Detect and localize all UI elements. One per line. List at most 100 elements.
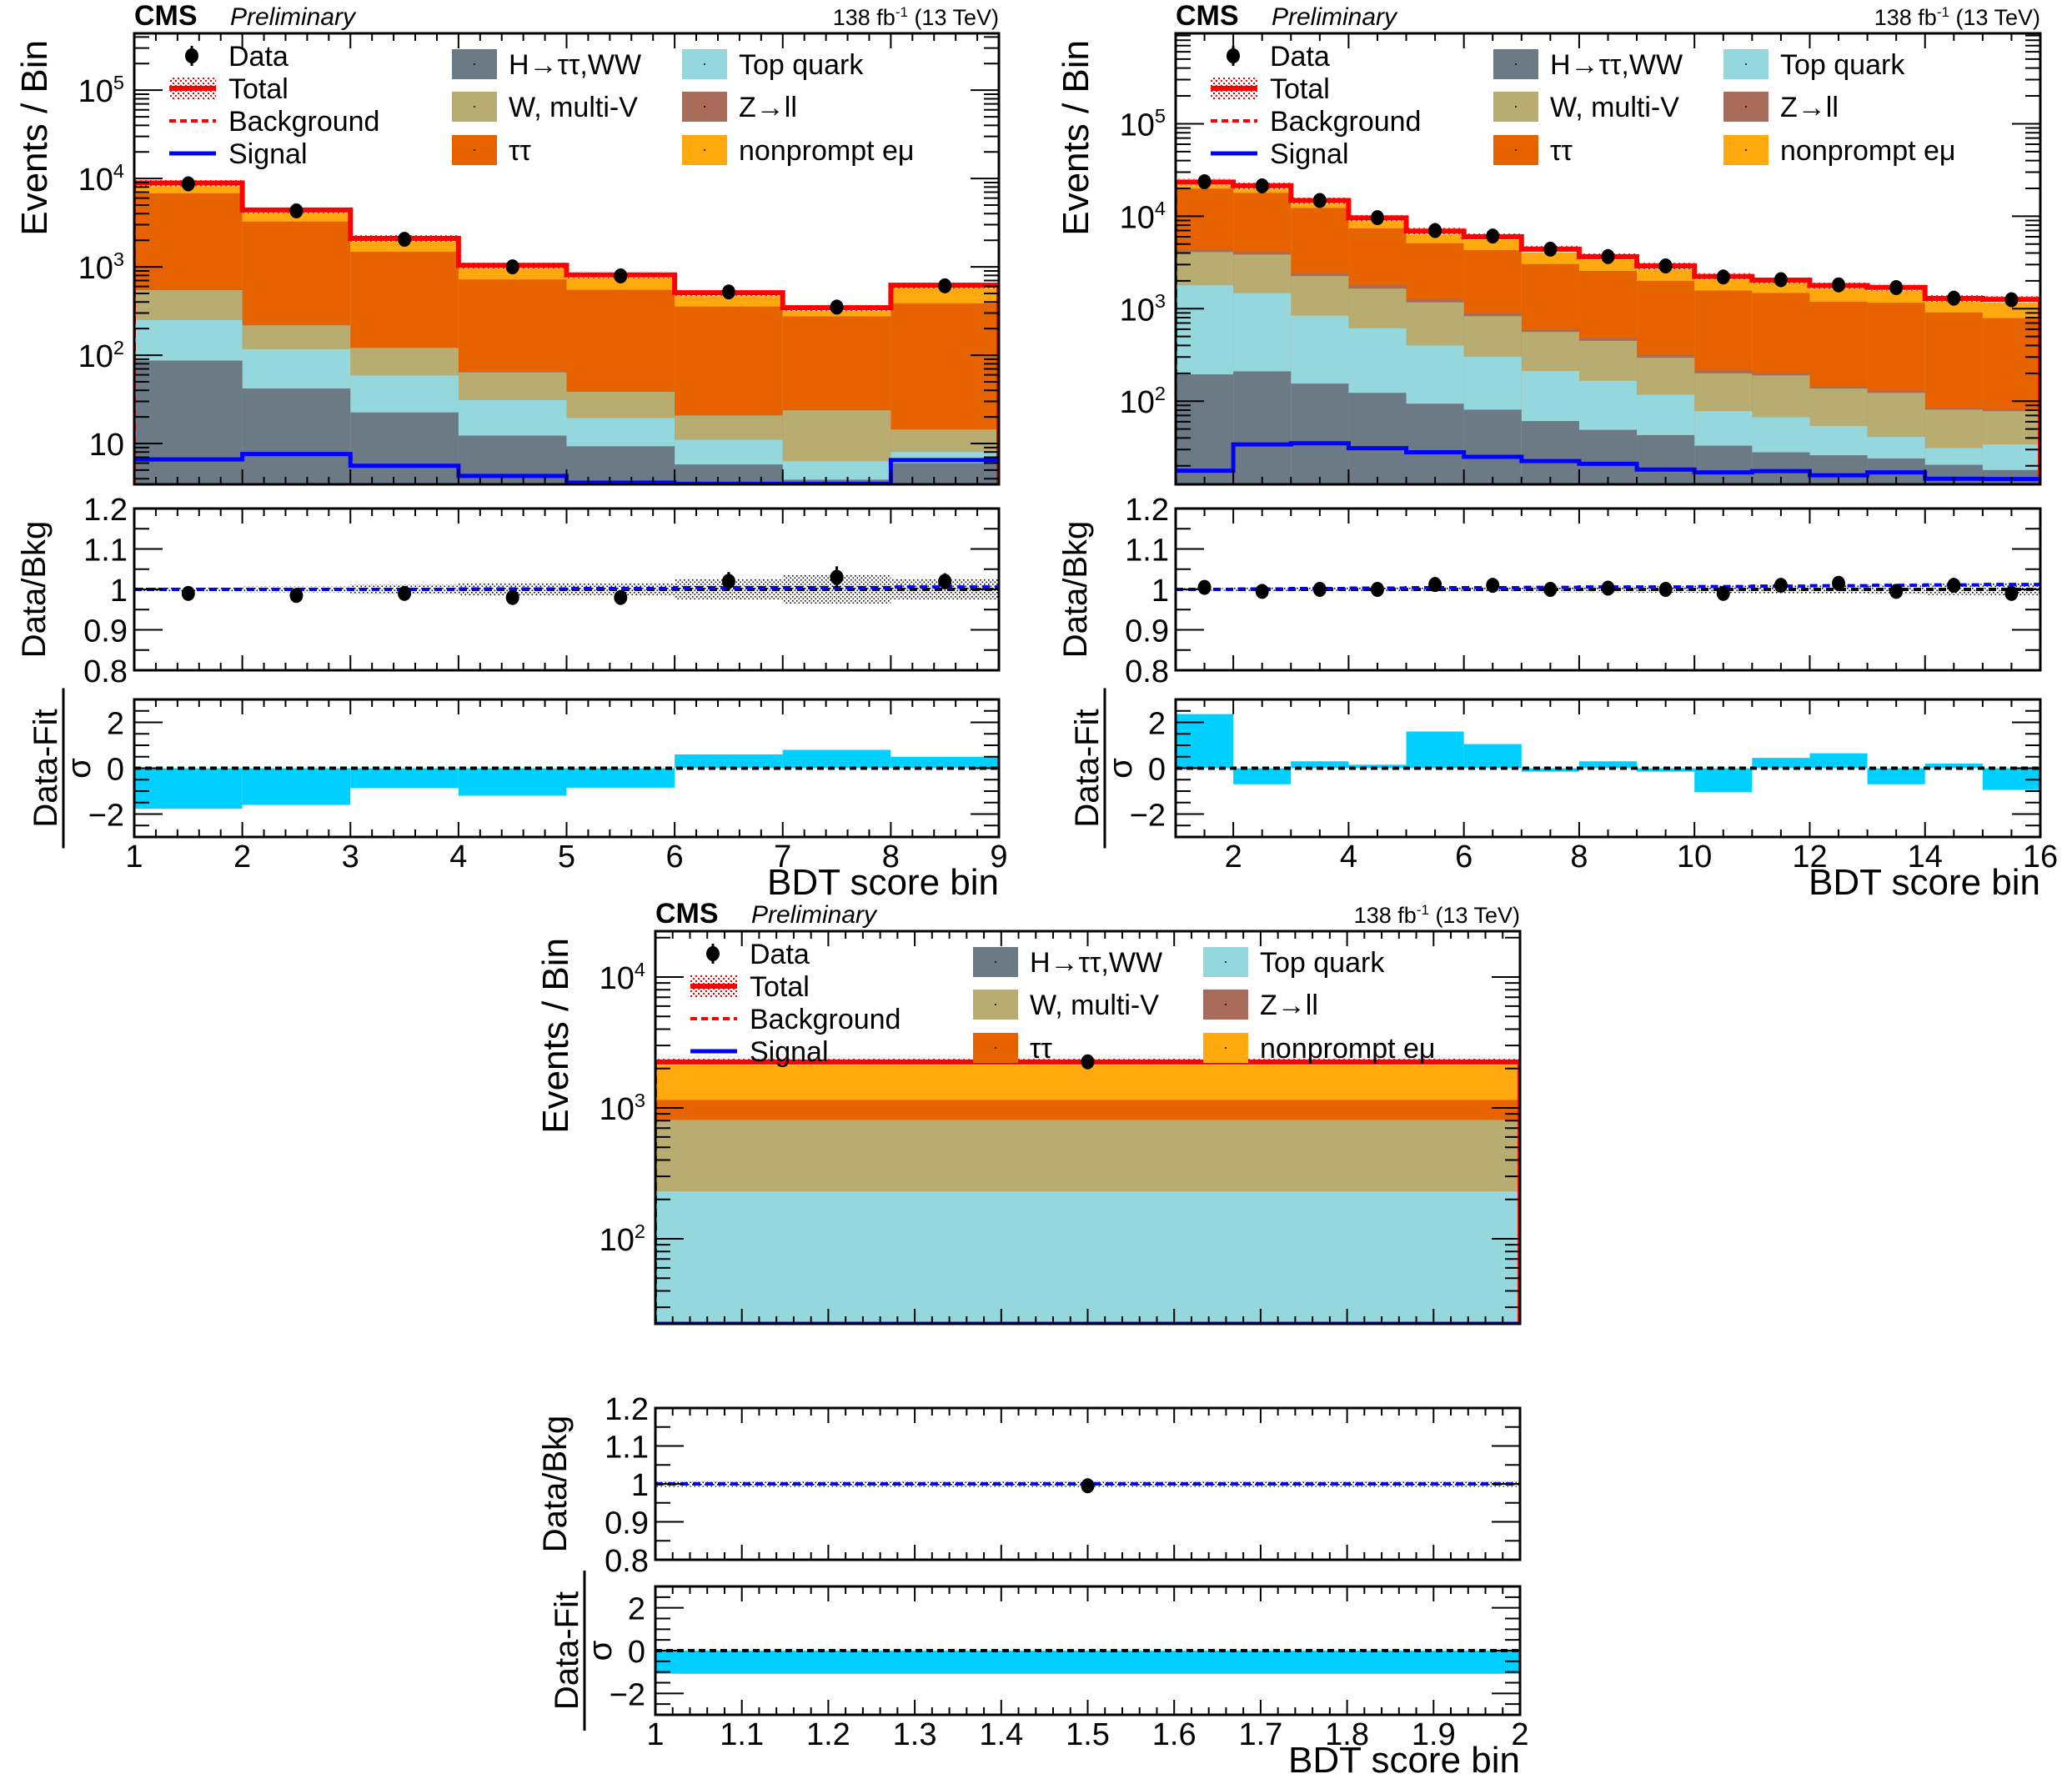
ratio-point <box>721 574 735 589</box>
cms-label: CMS <box>134 0 198 32</box>
legend-label: Top quark <box>1260 947 1385 979</box>
y-tick-label-text: 102 <box>78 337 124 374</box>
x-tick-label: 12 <box>1792 839 1827 874</box>
bar-htt_ww-bin-7 <box>1521 421 1579 484</box>
legend-label: Total <box>750 971 810 1003</box>
data-point <box>1716 269 1730 285</box>
swatch-dot <box>704 149 705 151</box>
y-axis-title: Events / Bin <box>535 938 576 1134</box>
pull-bar-bin-1 <box>655 1651 1520 1674</box>
pull-y-tick-label: 2 <box>628 1592 645 1627</box>
x-tick-label: 1.7 <box>1238 1717 1282 1752</box>
ratio-point <box>1832 575 1846 591</box>
data-point <box>1486 228 1500 244</box>
legend-item-nonprompt: nonprompt eμ <box>682 135 915 167</box>
legend-item-zll: Z→ll <box>1203 990 1318 1021</box>
ratio-y-tick-label: 0.8 <box>83 654 128 689</box>
x-tick-label: 7 <box>774 839 791 874</box>
x-tick-label: 8 <box>882 839 900 874</box>
legend-item-tautau: ττ <box>452 135 531 167</box>
legend-item-tautau: ττ <box>973 1033 1052 1065</box>
y-tick-label: 104 <box>78 160 124 198</box>
pull-bar-bin-2 <box>1233 768 1292 784</box>
ratio-point <box>1428 577 1442 593</box>
ratio-point <box>1486 578 1500 594</box>
x-tick-label: 6 <box>666 839 684 874</box>
ratio-point <box>1658 582 1673 597</box>
pull-y-tick-label: 0 <box>1148 753 1166 788</box>
x-tick-label: 1.6 <box>1152 1717 1197 1752</box>
x-tick-label: 3 <box>342 839 359 874</box>
legend-label: Z→ll <box>739 92 797 123</box>
ratio-y-tick-label: 0.9 <box>83 614 128 649</box>
y-tick-label: 103 <box>78 248 124 286</box>
swatch-dot <box>1745 149 1747 151</box>
preliminary-label: Preliminary <box>230 3 357 31</box>
legend-item-total: Total <box>1211 73 1330 105</box>
pull-bar-bin-7 <box>1521 768 1579 772</box>
data-point <box>1658 258 1673 274</box>
legend-item-total: Total <box>169 73 288 105</box>
pull-bar-bin-7 <box>782 749 891 769</box>
ratio-point <box>1255 584 1269 599</box>
pull-bar-bin-3 <box>1291 761 1349 769</box>
pull-title-numerator: Data-Fit <box>28 709 64 827</box>
x-tick-label: 16 <box>2023 839 2058 874</box>
signal-line <box>1176 441 2040 482</box>
data-marker-icon <box>706 946 720 961</box>
data-point <box>2004 292 2019 308</box>
main-plot-area <box>134 176 999 484</box>
legend-item-htt_ww: H→ττ,WW <box>452 49 641 81</box>
x-tick-label: 2 <box>1511 1717 1528 1752</box>
x-tick-label: 1 <box>125 839 143 874</box>
legend-label: Z→ll <box>1260 990 1318 1021</box>
preliminary-label: Preliminary <box>751 901 878 929</box>
ratio-y-tick-label: 1 <box>1151 574 1169 609</box>
legend-label: H→ττ,WW <box>509 49 641 81</box>
x-tick-label: 8 <box>1570 839 1588 874</box>
y-axis-title: Events / Bin <box>14 40 55 236</box>
ratio-point <box>938 574 952 589</box>
y-tick-label-text: 105 <box>78 72 124 109</box>
legend-item-zll: Z→ll <box>1723 92 1839 123</box>
y-tick-label: 104 <box>600 959 645 996</box>
ratio-y-tick-label: 0.9 <box>1125 614 1169 649</box>
pull-bar-bin-5 <box>566 768 675 788</box>
legend-label: ττ <box>1550 135 1573 167</box>
legend-item-background: Background <box>690 1004 901 1035</box>
bar-htt_ww-bin-6 <box>675 464 783 484</box>
y-tick-label: 102 <box>78 337 124 374</box>
legend-label: Z→ll <box>1780 92 1839 123</box>
legend-item-htt_ww: H→ττ,WW <box>973 947 1162 979</box>
bar-htt_ww-bin-6 <box>1463 409 1522 484</box>
swatch-dot <box>1515 106 1517 108</box>
lumi-label: 138 fb-1 (13 TeV) <box>1874 4 2040 30</box>
x-tick-label: 1.1 <box>720 1717 764 1752</box>
ratio-point <box>181 585 195 601</box>
ratio-point <box>614 589 628 605</box>
ratio-point <box>289 588 304 604</box>
y-tick-label: 102 <box>1120 383 1166 420</box>
data-point <box>1601 248 1615 264</box>
swatch-dot <box>1515 149 1517 151</box>
y-tick-label-text: 104 <box>78 160 124 198</box>
y-tick-label: 10 <box>89 428 124 463</box>
legend-label: Signal <box>750 1036 829 1068</box>
pull-title-denominator: σ <box>1102 758 1139 779</box>
y-tick-label-text: 103 <box>78 248 124 286</box>
y-tick-label-text: 104 <box>600 959 645 996</box>
legend-label: Background <box>228 106 379 138</box>
ratio-point <box>398 585 412 601</box>
data-point <box>1832 277 1846 293</box>
legend-item-top: Top quark <box>682 49 864 81</box>
pull-bar-bin-11 <box>1752 758 1810 769</box>
legend-label: Top quark <box>1780 49 1905 81</box>
cms-label: CMS <box>1176 0 1239 32</box>
legend-item-signal: Signal <box>690 1036 829 1068</box>
